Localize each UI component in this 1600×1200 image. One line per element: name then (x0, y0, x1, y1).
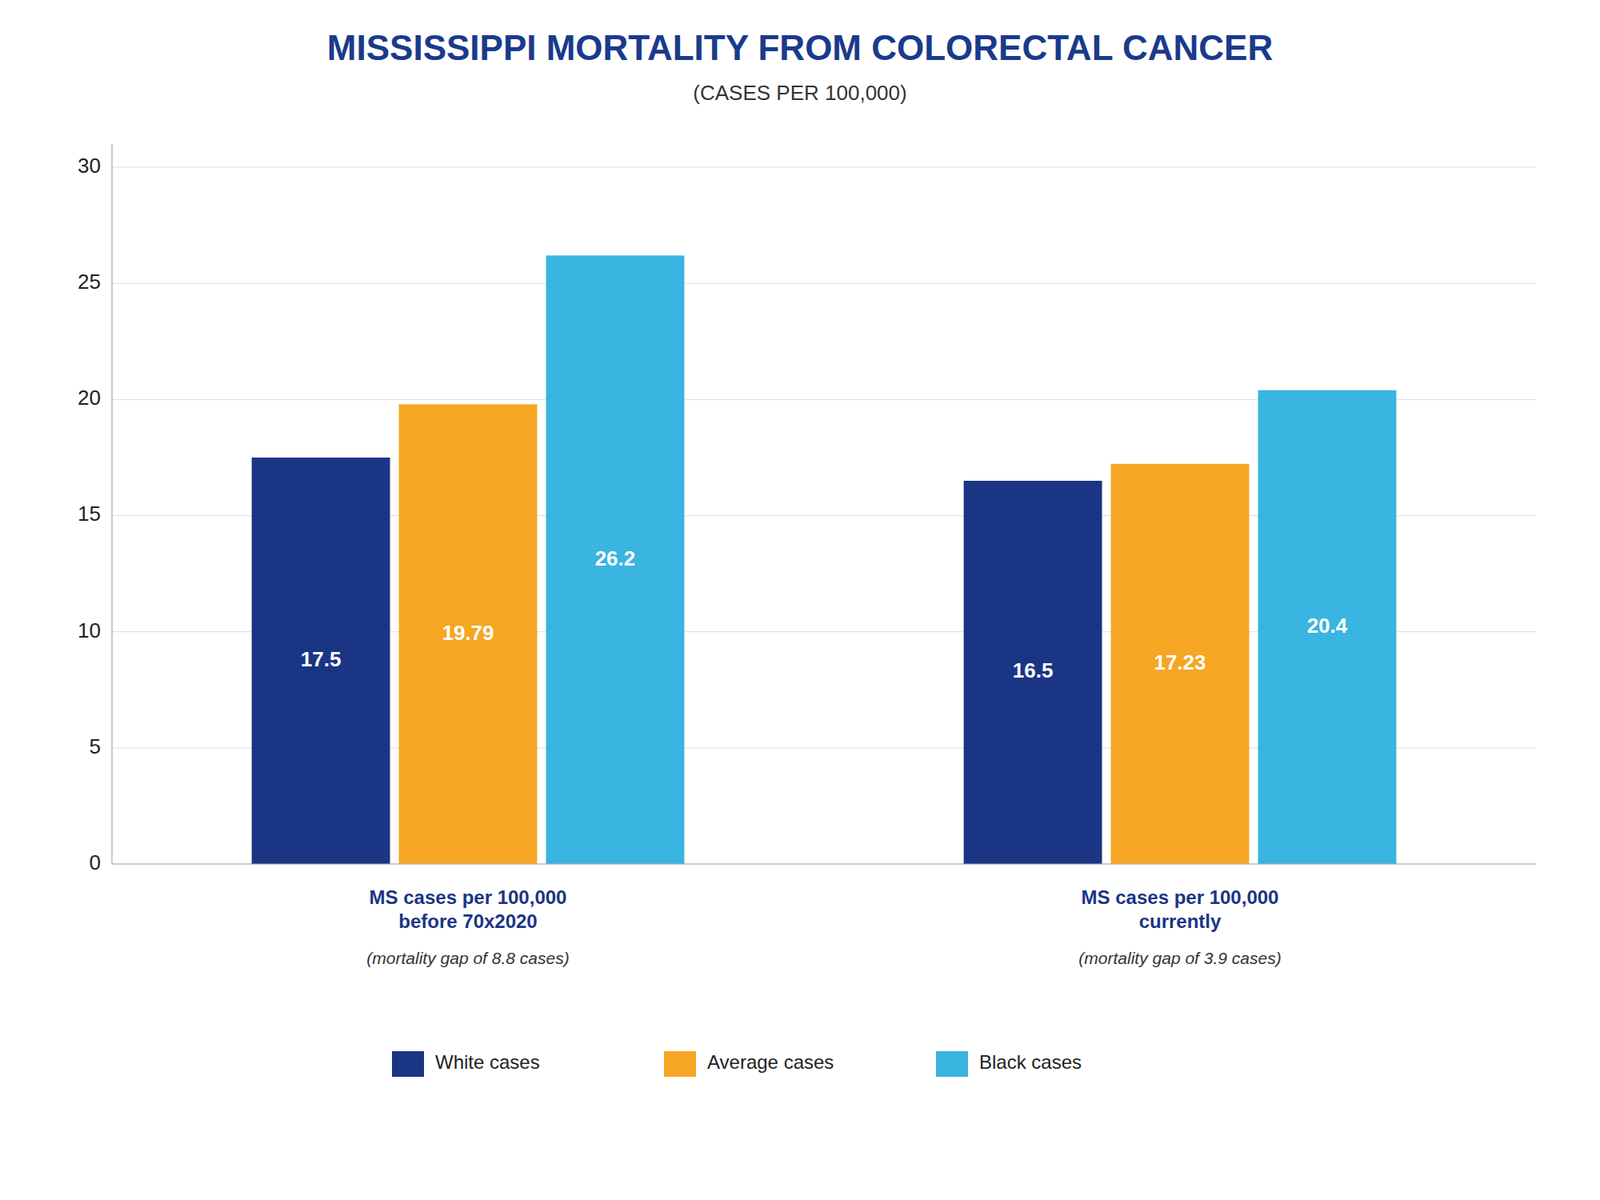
data-label: 20.4 (1307, 613, 1348, 638)
y-tick-label: 25 (77, 269, 101, 294)
data-label: 26.2 (595, 546, 636, 571)
y-tick-label: 5 (89, 734, 101, 759)
bar (545, 255, 684, 864)
y-tick-label: 20 (77, 385, 101, 410)
annotation: (mortality gap of 8.8 cases) (366, 948, 569, 968)
title: MISSISSIPPI MORTALITY FROM COLORECTAL CA… (327, 28, 1273, 68)
background (0, 0, 1600, 1200)
y-tick-label: 0 (89, 850, 101, 875)
grid-line (112, 864, 1536, 865)
y-axis: 0 5 10 15 20 25 30 (77, 153, 1536, 875)
legend: White cases Average cases Black cases (392, 1051, 1082, 1077)
legend-label: Average cases (707, 1051, 834, 1073)
legend-swatch (664, 1051, 696, 1077)
chart-svg: MISSISSIPPI MORTALITY FROM COLORECTAL CA… (0, 0, 1600, 1200)
y-tick-label: 15 (77, 501, 101, 526)
y-tick-label: 10 (77, 618, 101, 643)
data-label: 19.79 (441, 620, 494, 645)
x-axis: MS cases per 100,000before 70x2020(morta… (366, 886, 1281, 968)
subtitle: (CASES PER 100,000) (692, 80, 907, 105)
grid-line (112, 167, 1536, 168)
category-label: MS cases per 100,000before 70x2020 (369, 886, 568, 932)
legend-label: White cases (435, 1051, 540, 1073)
bar (964, 480, 1103, 864)
category-label-line: MS cases per 100,000 (1081, 886, 1280, 908)
data-label: 17.23 (1153, 650, 1206, 675)
bar (399, 404, 538, 864)
annotation: (mortality gap of 3.9 cases) (1078, 948, 1281, 968)
bar (252, 457, 391, 864)
category-label-line: MS cases per 100,000 (369, 886, 568, 908)
data-labels: 17.5 19.79 26.2 16.5 17.23 20.4 (300, 546, 1348, 684)
data-label: 17.5 (300, 647, 342, 672)
category-label-line: before 70x2020 (398, 910, 537, 932)
x-axis-line (112, 863, 1536, 864)
y-tick-label: 30 (77, 153, 101, 178)
bar (1257, 390, 1396, 864)
legend-swatch (392, 1051, 424, 1077)
y-axis-line (111, 144, 112, 864)
grid-line (112, 283, 1536, 284)
bar (1111, 464, 1250, 864)
category-label-line: currently (1139, 910, 1222, 932)
category-label: MS cases per 100,000currently (1081, 886, 1280, 932)
data-label: 16.5 (1012, 658, 1054, 683)
chart-container: MISSISSIPPI MORTALITY FROM COLORECTAL CA… (0, 0, 1600, 1200)
legend-label: Black cases (979, 1051, 1082, 1073)
bars (252, 255, 1397, 864)
legend-swatch (936, 1051, 968, 1077)
